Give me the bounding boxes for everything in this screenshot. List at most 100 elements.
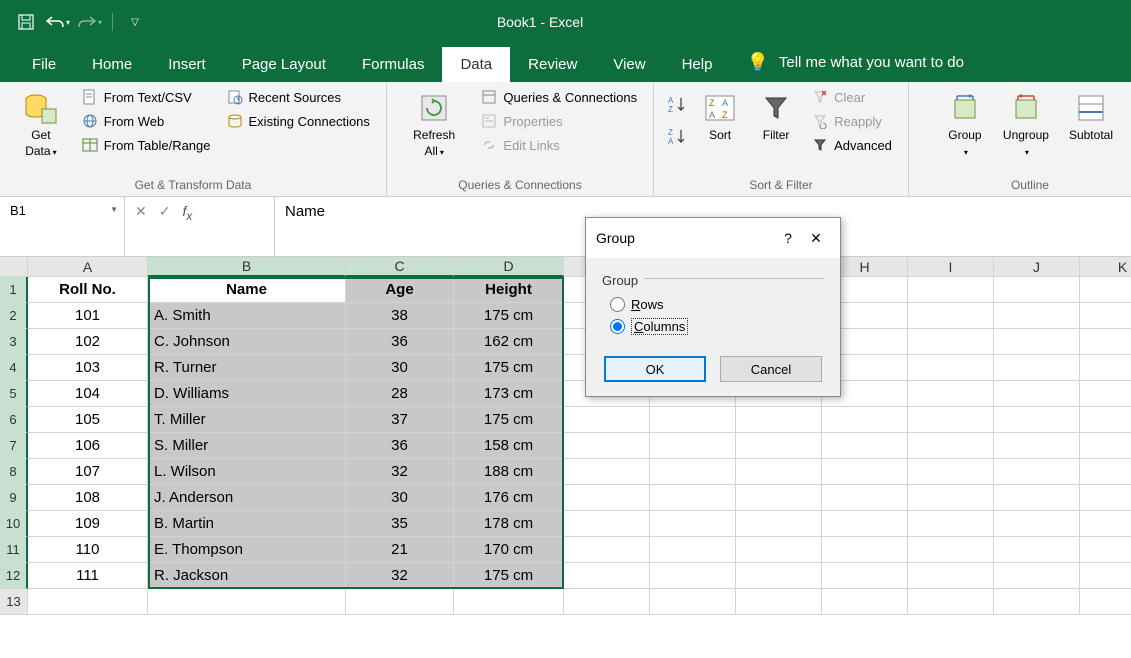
cell-K2[interactable] <box>1080 303 1131 329</box>
cell-C1[interactable]: Age <box>346 277 454 303</box>
cell-K1[interactable] <box>1080 277 1131 303</box>
cell-A4[interactable]: 103 <box>28 355 148 381</box>
subtotal-button[interactable]: Subtotal <box>1061 86 1121 148</box>
col-header-A[interactable]: A <box>28 257 148 277</box>
cell-I3[interactable] <box>908 329 994 355</box>
cell-B8[interactable]: L. Wilson <box>148 459 346 485</box>
refresh-all-button[interactable]: Refresh All▾ <box>397 86 471 163</box>
recent-sources-button[interactable]: Recent Sources <box>221 86 376 108</box>
cell-K12[interactable] <box>1080 563 1131 589</box>
cell-I2[interactable] <box>908 303 994 329</box>
ungroup-button[interactable]: Ungroup▾ <box>995 86 1057 163</box>
cell-B13[interactable] <box>148 589 346 615</box>
cell-B9[interactable]: J. Anderson <box>148 485 346 511</box>
cell-K3[interactable] <box>1080 329 1131 355</box>
cell-A6[interactable]: 105 <box>28 407 148 433</box>
cell-F8[interactable] <box>650 459 736 485</box>
cell-G7[interactable] <box>736 433 822 459</box>
cell-B11[interactable]: E. Thompson <box>148 537 346 563</box>
cell-B3[interactable]: C. Johnson <box>148 329 346 355</box>
cell-D10[interactable]: 178 cm <box>454 511 564 537</box>
cell-G8[interactable] <box>736 459 822 485</box>
cell-D3[interactable]: 162 cm <box>454 329 564 355</box>
cell-K5[interactable] <box>1080 381 1131 407</box>
cell-I9[interactable] <box>908 485 994 511</box>
cell-F7[interactable] <box>650 433 736 459</box>
get-data-button[interactable]: Get Data▾ <box>10 86 72 163</box>
cell-G9[interactable] <box>736 485 822 511</box>
cell-D11[interactable]: 170 cm <box>454 537 564 563</box>
sort-asc-button[interactable]: AZ <box>664 92 690 116</box>
cell-B4[interactable]: R. Turner <box>148 355 346 381</box>
cell-G10[interactable] <box>736 511 822 537</box>
row-header-8[interactable]: 8 <box>0 459 28 485</box>
sort-desc-button[interactable]: ZA <box>664 124 690 148</box>
filter-button[interactable]: Filter <box>750 86 802 148</box>
cell-J10[interactable] <box>994 511 1080 537</box>
radio-columns[interactable]: Columns <box>602 315 824 338</box>
cell-D1[interactable]: Height <box>454 277 564 303</box>
cell-F12[interactable] <box>650 563 736 589</box>
cell-D6[interactable]: 175 cm <box>454 407 564 433</box>
cell-E9[interactable] <box>564 485 650 511</box>
cell-B2[interactable]: A. Smith <box>148 303 346 329</box>
cell-K13[interactable] <box>1080 589 1131 615</box>
tab-help[interactable]: Help <box>664 47 731 82</box>
cell-A5[interactable]: 104 <box>28 381 148 407</box>
cell-I13[interactable] <box>908 589 994 615</box>
tab-view[interactable]: View <box>595 47 663 82</box>
tab-file[interactable]: File <box>14 47 74 82</box>
cell-A2[interactable]: 101 <box>28 303 148 329</box>
cell-E7[interactable] <box>564 433 650 459</box>
cell-K6[interactable] <box>1080 407 1131 433</box>
row-header-2[interactable]: 2 <box>0 303 28 329</box>
cell-G6[interactable] <box>736 407 822 433</box>
cell-K8[interactable] <box>1080 459 1131 485</box>
name-box-dropdown-icon[interactable]: ▼ <box>110 205 118 214</box>
cell-J11[interactable] <box>994 537 1080 563</box>
tab-data[interactable]: Data <box>442 47 510 82</box>
tab-page-layout[interactable]: Page Layout <box>224 47 344 82</box>
cell-E11[interactable] <box>564 537 650 563</box>
cell-C10[interactable]: 35 <box>346 511 454 537</box>
cell-I4[interactable] <box>908 355 994 381</box>
cell-A9[interactable]: 108 <box>28 485 148 511</box>
cell-J6[interactable] <box>994 407 1080 433</box>
row-header-10[interactable]: 10 <box>0 511 28 537</box>
cell-D2[interactable]: 175 cm <box>454 303 564 329</box>
accept-formula-icon[interactable]: ✓ <box>159 203 171 220</box>
cell-A13[interactable] <box>28 589 148 615</box>
name-box[interactable]: ▼ <box>0 197 125 256</box>
cell-I11[interactable] <box>908 537 994 563</box>
cell-D5[interactable]: 173 cm <box>454 381 564 407</box>
cell-C11[interactable]: 21 <box>346 537 454 563</box>
row-header-1[interactable]: 1 <box>0 277 28 303</box>
cell-J12[interactable] <box>994 563 1080 589</box>
cell-K4[interactable] <box>1080 355 1131 381</box>
cell-J2[interactable] <box>994 303 1080 329</box>
row-header-12[interactable]: 12 <box>0 563 28 589</box>
save-button[interactable] <box>12 8 40 36</box>
col-header-K[interactable]: K <box>1080 257 1131 277</box>
fx-icon[interactable]: fx <box>182 203 192 223</box>
cell-D12[interactable]: 175 cm <box>454 563 564 589</box>
cell-J1[interactable] <box>994 277 1080 303</box>
cell-J9[interactable] <box>994 485 1080 511</box>
cell-I6[interactable] <box>908 407 994 433</box>
sort-button[interactable]: ZAAZ Sort <box>694 86 746 148</box>
existing-connections-button[interactable]: Existing Connections <box>221 110 376 132</box>
cell-C2[interactable]: 38 <box>346 303 454 329</box>
from-table-range-button[interactable]: From Table/Range <box>76 134 217 156</box>
cell-D8[interactable]: 188 cm <box>454 459 564 485</box>
radio-rows-input[interactable] <box>610 297 625 312</box>
redo-button[interactable]: ▾ <box>76 8 104 36</box>
cell-B10[interactable]: B. Martin <box>148 511 346 537</box>
cell-C6[interactable]: 37 <box>346 407 454 433</box>
cell-H8[interactable] <box>822 459 908 485</box>
dialog-titlebar[interactable]: Group ? ✕ <box>586 218 840 258</box>
cell-I8[interactable] <box>908 459 994 485</box>
cell-J3[interactable] <box>994 329 1080 355</box>
cell-D4[interactable]: 175 cm <box>454 355 564 381</box>
cell-C3[interactable]: 36 <box>346 329 454 355</box>
cell-K9[interactable] <box>1080 485 1131 511</box>
